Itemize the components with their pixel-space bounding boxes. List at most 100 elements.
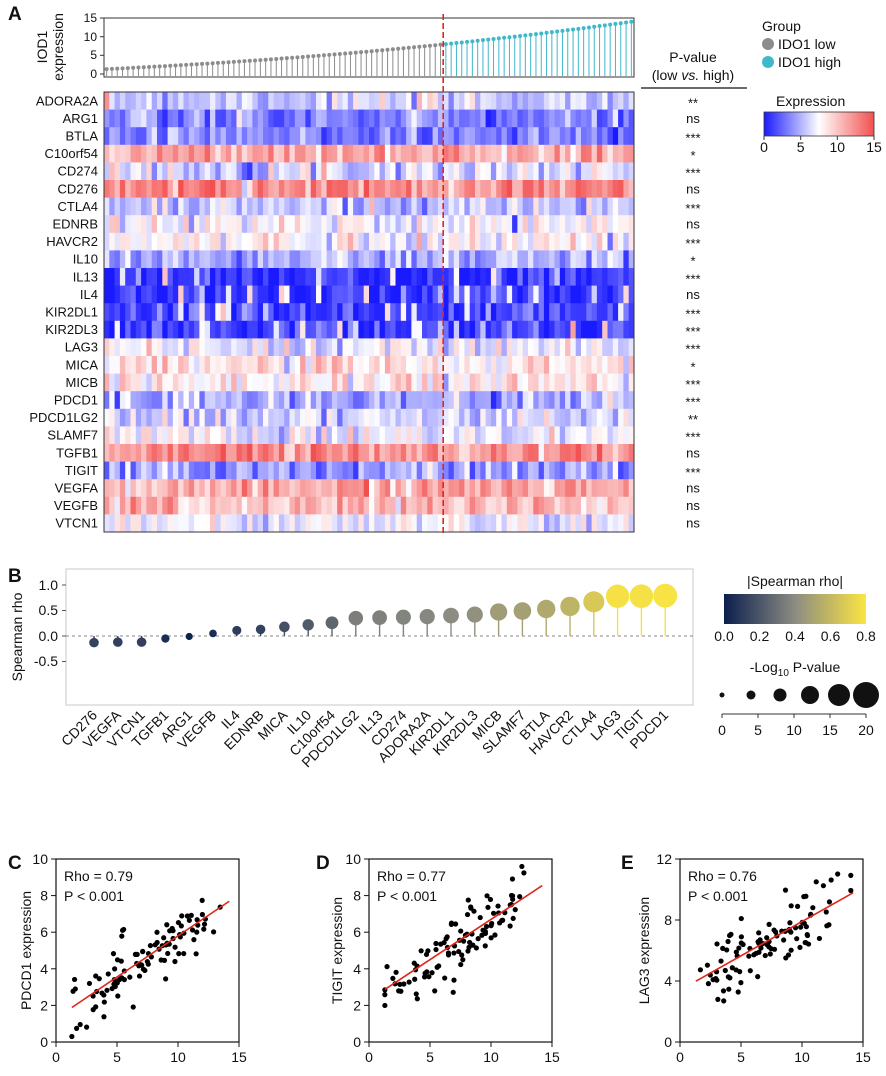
heatmap-cell <box>353 92 359 110</box>
heatmap-cell <box>257 144 264 163</box>
scatter-point <box>788 947 794 953</box>
heatmap-cell <box>141 479 147 498</box>
heatmap-cell <box>437 514 444 533</box>
heatmap-cell <box>443 320 449 339</box>
heatmap-cell <box>321 373 327 392</box>
scatter-point <box>720 988 727 994</box>
heatmap-cell <box>199 461 206 480</box>
heatmap-cell <box>135 408 142 427</box>
heatmap-cell <box>199 408 206 427</box>
heatmap-cell <box>384 197 391 216</box>
group-legend: Group IDO1 low IDO1 high <box>762 18 841 70</box>
heatmap-cell <box>437 162 444 181</box>
heatmap-cell <box>178 180 184 198</box>
heatmap-cell <box>612 461 619 480</box>
heatmap-cell <box>596 338 603 357</box>
heatmap-cell <box>369 373 375 392</box>
heatmap-cell <box>135 391 142 410</box>
heatmap-cell <box>506 144 513 163</box>
heatmap-cell <box>114 127 121 146</box>
heatmap-cell <box>215 338 221 357</box>
heatmap-cell <box>316 144 322 163</box>
heatmap-cell <box>172 373 179 392</box>
heatmap-cell <box>241 408 248 427</box>
heatmap-cell <box>538 144 545 163</box>
heatmap-cell <box>411 408 418 427</box>
heatmap-cell <box>379 338 386 357</box>
ido1-dot <box>576 26 581 31</box>
heatmap-cell <box>437 127 444 146</box>
scatter-point <box>751 952 757 958</box>
ido1-dot <box>507 35 512 40</box>
heatmap-cell <box>220 514 227 533</box>
heatmap-cell <box>448 303 455 322</box>
heatmap-gene-label: TGFB1 <box>56 445 98 460</box>
heatmap-cell <box>300 197 306 216</box>
heatmap-cell <box>167 109 174 128</box>
heatmap-cell <box>316 268 322 286</box>
heatmap-cell <box>194 461 200 480</box>
heatmap-cell <box>130 232 137 251</box>
heatmap-cell <box>135 144 142 163</box>
heatmap-cell <box>141 144 147 163</box>
heatmap-cell <box>331 268 338 286</box>
heatmap-cell <box>119 127 126 146</box>
scatter-point <box>755 974 761 980</box>
heatmap-cell <box>443 232 449 251</box>
heatmap-cell <box>538 479 545 498</box>
heatmap-cell <box>119 444 126 462</box>
heatmap-cell <box>167 444 174 462</box>
heatmap-cell <box>496 285 502 304</box>
ido1-dot <box>268 57 273 62</box>
heatmap-cell <box>294 144 301 163</box>
heatmap-gene-label: BTLA <box>65 129 98 144</box>
heatmap-cell <box>363 127 370 146</box>
heatmap-cell <box>464 268 471 286</box>
heatmap-cell <box>172 215 179 234</box>
heatmap-cell <box>178 232 184 251</box>
scatter-point <box>495 903 501 909</box>
ido1-ylabel-line1: IOD1 <box>34 30 50 63</box>
heatmap-cell <box>241 215 248 234</box>
scatter-point <box>114 980 120 986</box>
heatmap-cell <box>194 426 200 445</box>
rho-dot <box>279 621 290 633</box>
heatmap-cell <box>273 162 280 181</box>
heatmap-cell <box>342 461 349 480</box>
heatmap-cell <box>347 215 354 234</box>
heatmap-cell <box>400 232 407 251</box>
heatmap-cell <box>411 356 418 374</box>
heatmap-cell <box>490 496 497 515</box>
heatmap-cell <box>485 215 492 234</box>
heatmap-cell <box>353 285 359 304</box>
heatmap-cell <box>220 461 227 480</box>
heatmap-cell <box>406 197 412 216</box>
scatter-point <box>384 964 390 970</box>
heatmap-cell <box>225 320 232 339</box>
heatmap-cell <box>114 180 121 198</box>
heatmap-cell <box>300 320 306 339</box>
heatmap-cell <box>628 92 635 110</box>
scatter-point <box>393 969 399 975</box>
heatmap-cell <box>215 162 221 181</box>
heatmap-cell <box>384 127 391 146</box>
heatmap-cell <box>565 92 571 110</box>
heatmap-gene-label: IL4 <box>80 287 98 302</box>
heatmap-cell <box>448 268 455 286</box>
heatmap-cell <box>236 92 243 110</box>
heatmap-cell <box>151 320 158 339</box>
heatmap-cell <box>220 232 227 251</box>
heatmap-cell <box>485 444 492 462</box>
heatmap-cell <box>194 479 200 498</box>
heatmap-cell <box>363 408 370 427</box>
heatmap-cell <box>517 180 524 198</box>
heatmap-cell <box>475 320 481 339</box>
heatmap-cell <box>602 496 608 515</box>
heatmap-cell <box>490 232 497 251</box>
heatmap-cell <box>225 514 232 533</box>
heatmap-cell <box>379 303 386 322</box>
heatmap-cell <box>130 197 137 216</box>
rho-xlabels: CD276VEGFAVTCN1TGFB1ARG1VEGFBIL4EDNRBMIC… <box>58 706 671 770</box>
scatter-point <box>134 951 140 958</box>
heatmap-cell <box>501 496 508 515</box>
